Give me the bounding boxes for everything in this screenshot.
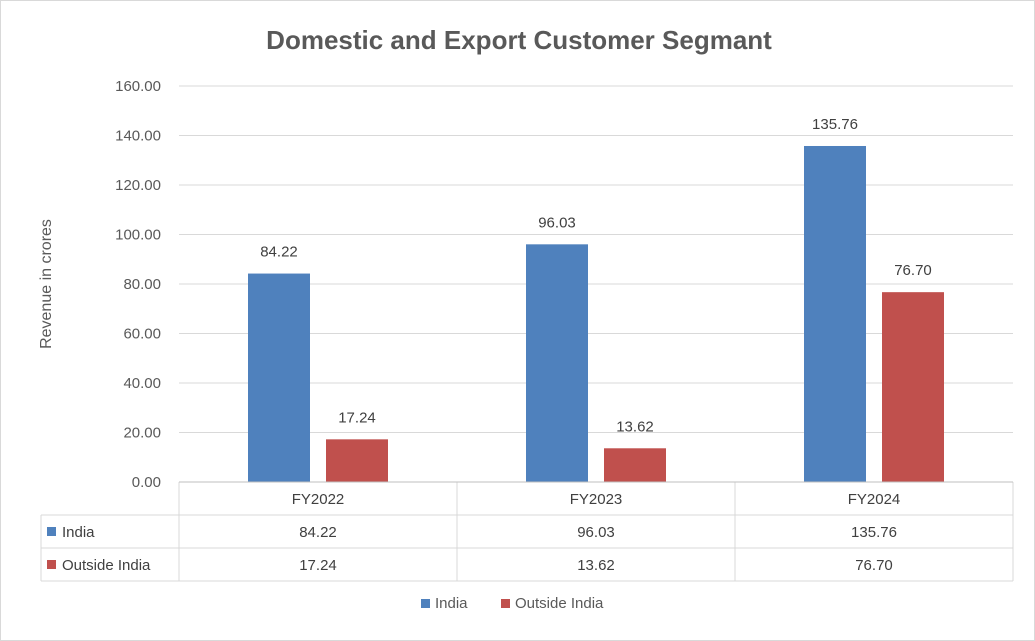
table-cell: 13.62 (577, 557, 615, 574)
gridlines: 0.00 20.00 40.00 60.00 80.00 100.00 120.00 140.… (115, 78, 1013, 491)
bar (882, 292, 944, 482)
legend-key (421, 599, 430, 608)
y-tick-label: 40.00 (123, 375, 161, 392)
table-cell: 135.76 (851, 524, 897, 541)
chart-title: Domestic and Export Customer Segmant (266, 25, 772, 55)
table-legend-key (47, 527, 56, 536)
y-tick-label: 60.00 (123, 326, 161, 343)
bar (326, 439, 388, 482)
legend-entry: Outside India (515, 595, 604, 612)
table-cell: 17.24 (299, 557, 337, 574)
data-label: 17.24 (338, 409, 376, 426)
y-tick-label: 140.00 (115, 128, 161, 145)
data-label: 76.70 (894, 262, 932, 279)
legend-key (501, 599, 510, 608)
table-series-name: India (62, 524, 95, 541)
bar (604, 448, 666, 482)
bar (804, 145, 866, 482)
y-tick-label: 100.00 (115, 227, 161, 244)
y-tick-label: 80.00 (123, 276, 161, 293)
bar (248, 273, 310, 482)
bars: 84.22 17.24 96.03 13.62 135.76 76.70 (248, 116, 944, 482)
y-tick-label: 160.00 (115, 78, 161, 95)
table-cell: 96.03 (577, 524, 615, 541)
data-label: 96.03 (538, 214, 576, 231)
x-tick-label: FY2024 (848, 491, 901, 508)
data-label: 135.76 (812, 116, 858, 133)
legend-entry: India (435, 595, 468, 612)
data-table: FY2022 FY2023 FY2024 India 84.22 96.03 135.76 O… (40, 481, 1014, 582)
data-label: 13.62 (616, 418, 654, 435)
table-cell: 84.22 (299, 524, 337, 541)
y-tick-label: 120.00 (115, 177, 161, 194)
data-label: 84.22 (260, 244, 298, 261)
x-tick-label: FY2023 (570, 491, 623, 508)
y-tick-label: 0.00 (132, 474, 161, 491)
y-tick-label: 20.00 (123, 425, 161, 442)
legend: India Outside India (421, 595, 604, 612)
table-cell: 76.70 (855, 557, 893, 574)
table-legend-key (47, 560, 56, 569)
table-series-name: Outside India (62, 557, 151, 574)
y-axis-label: Revenue in crores (38, 219, 55, 349)
x-tick-label: FY2022 (292, 491, 345, 508)
bar (526, 244, 588, 482)
